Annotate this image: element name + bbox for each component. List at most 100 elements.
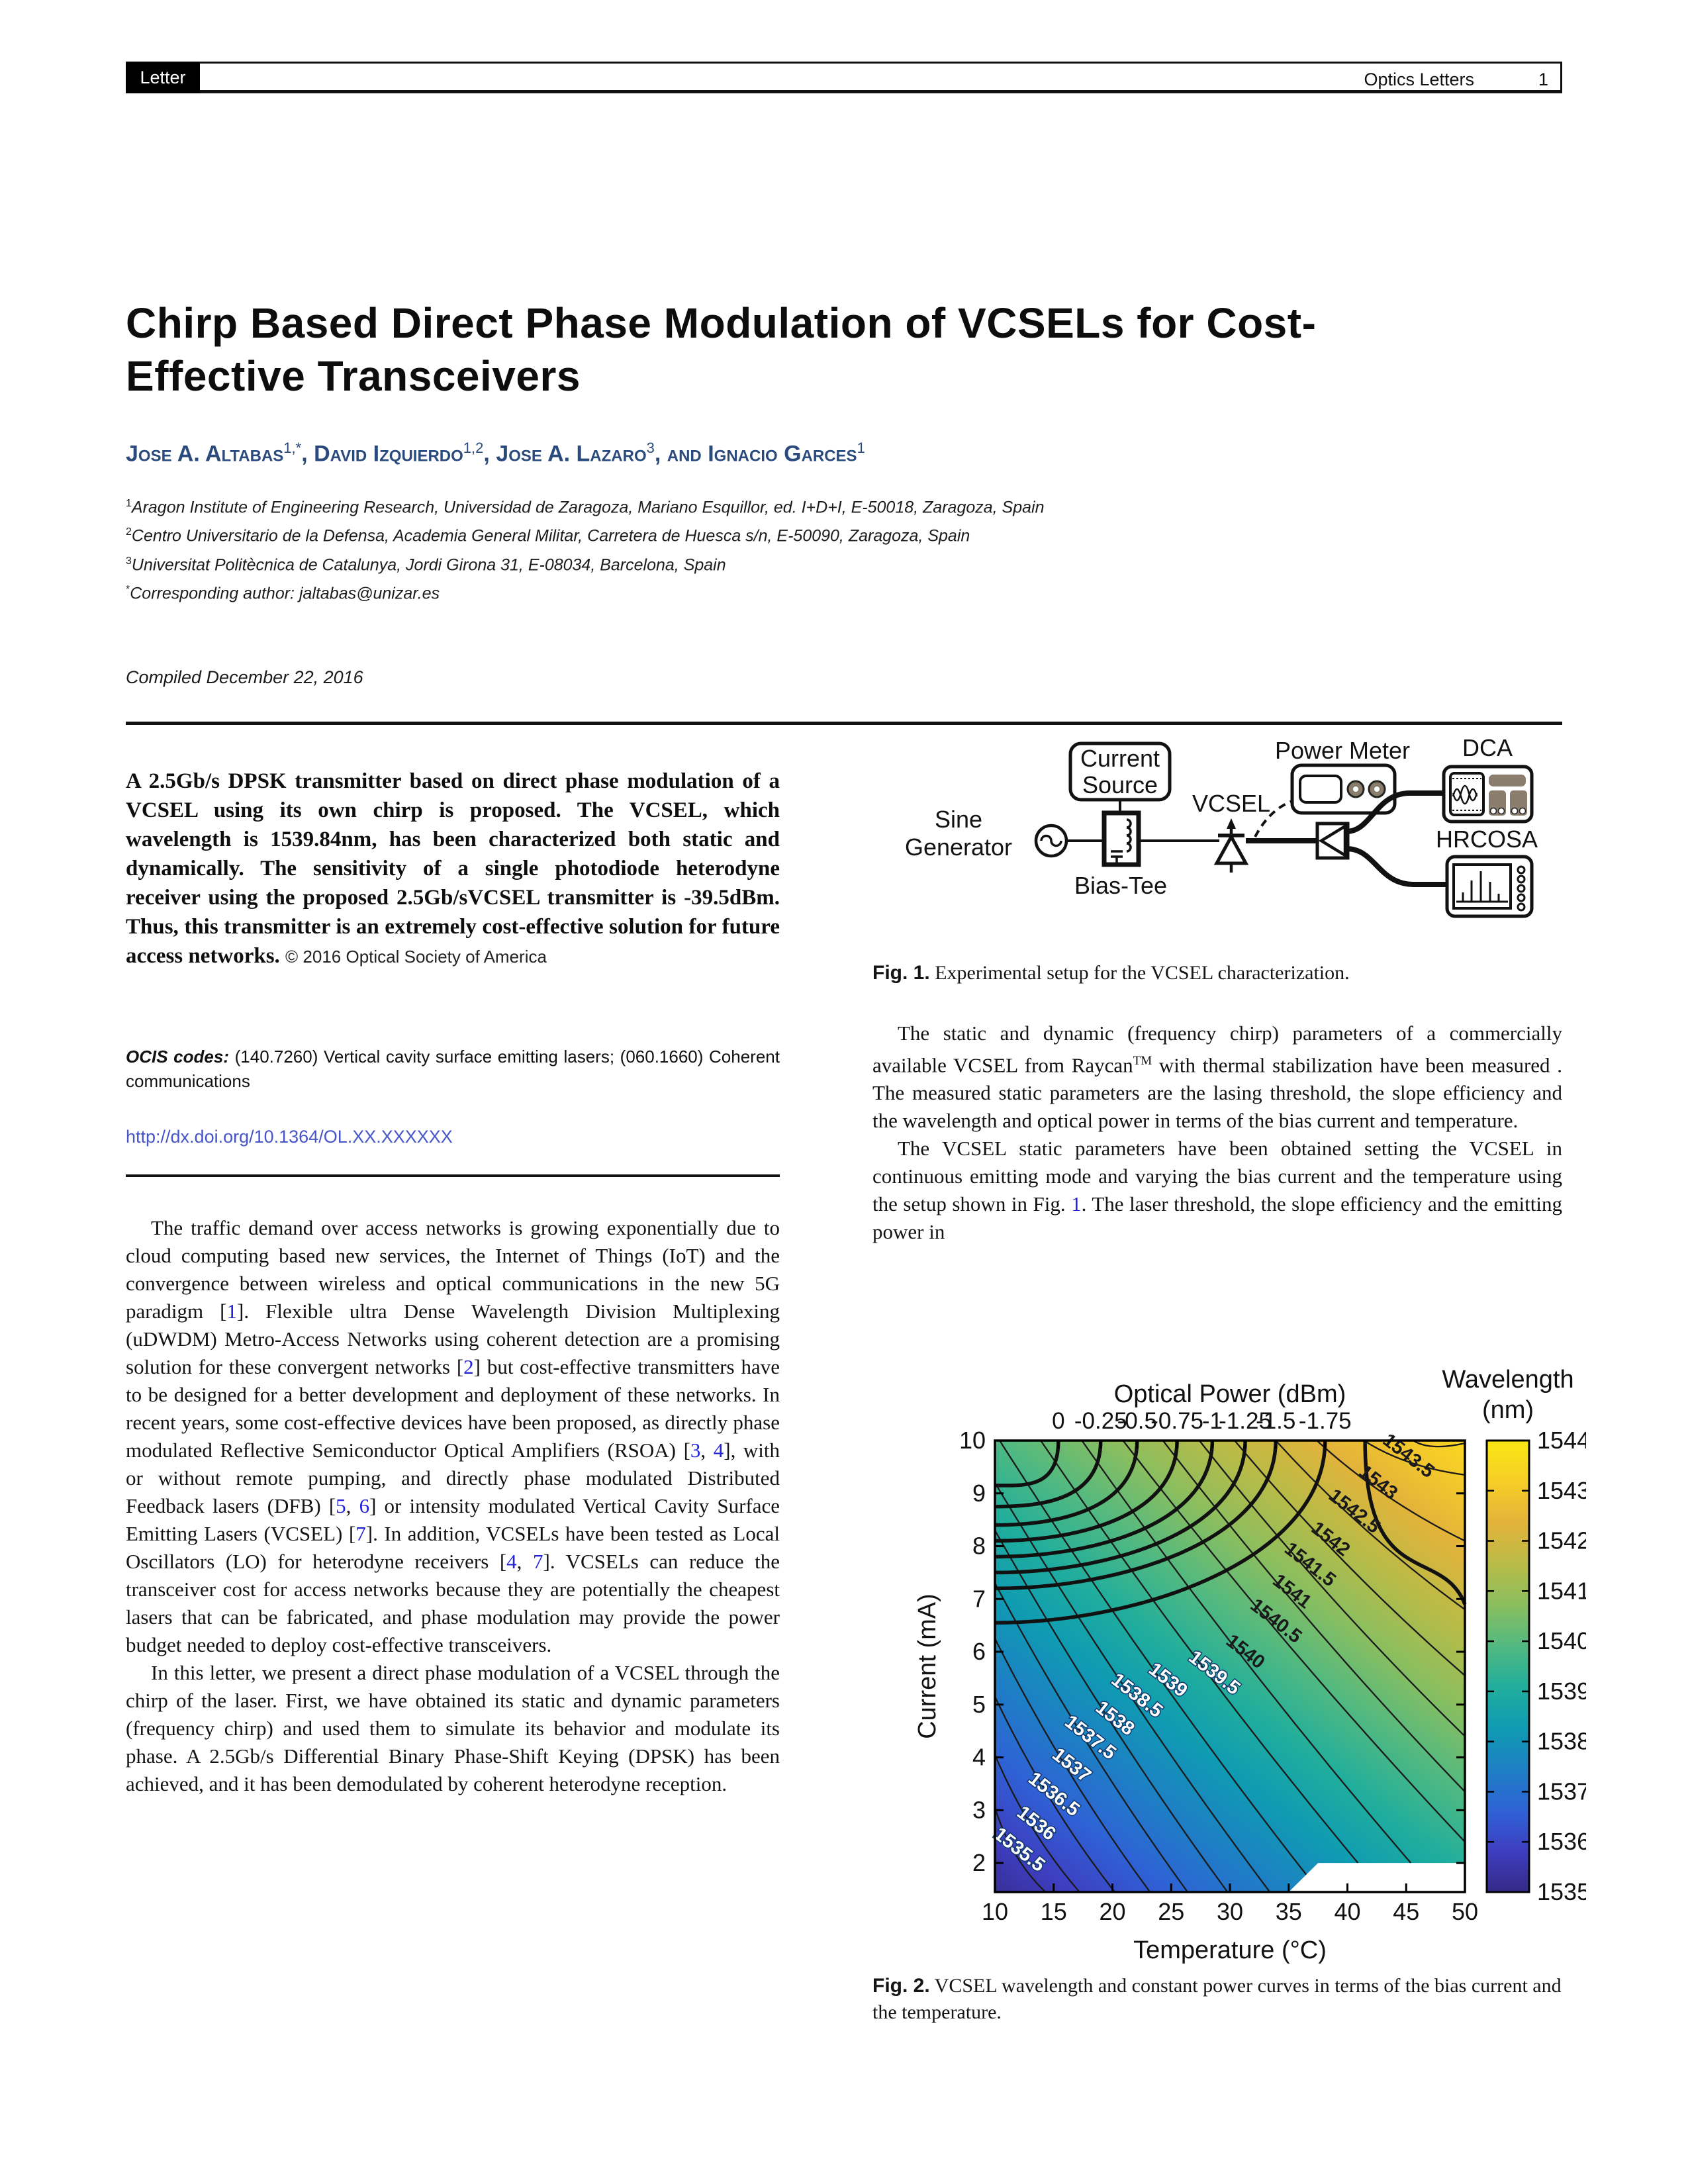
- power-meter-box: [1290, 763, 1397, 815]
- sine-generator-label-2: Generator: [905, 833, 1012, 861]
- wavelength-contour-line: [994, 1754, 1080, 1893]
- wavelength-contour-line: [994, 1530, 1229, 1893]
- hrcosa-box: [1445, 855, 1534, 918]
- reference-link[interactable]: 4: [506, 1550, 517, 1573]
- figure-1-caption-label: Fig. 1.: [872, 962, 930, 984]
- author-separator: ,: [483, 441, 496, 467]
- sine-generator-label: Sine: [935, 806, 982, 833]
- wavelength-contour-chart: 1535.515361536.515371537.515381538.51539…: [914, 1366, 1590, 1964]
- power-tick-label: -1: [1202, 1408, 1223, 1434]
- author-name: Jose A. Altabas: [126, 441, 284, 467]
- power-contour-line: [994, 1440, 1327, 1625]
- paragraph: The static and dynamic (frequency chirp)…: [872, 1021, 1562, 1133]
- wavelength-contour-line: [1040, 1440, 1359, 1864]
- power-contour-line: [994, 1440, 1103, 1509]
- x-axis-title: Temperature (°C): [1133, 1936, 1327, 1964]
- x-tick-label: 10: [982, 1898, 1008, 1925]
- colorbar-tick-label: 1540: [1537, 1627, 1586, 1654]
- reference-link[interactable]: 5: [336, 1494, 346, 1517]
- abstract-block: A 2.5Gb/s DPSK transmitter based on dire…: [126, 767, 780, 971]
- paragraph: The traffic demand over access networks …: [126, 1216, 780, 1656]
- figure-reference-link[interactable]: 1: [1071, 1192, 1082, 1216]
- author-separator: , and: [654, 441, 708, 467]
- power-contour-line: [994, 1440, 1179, 1543]
- y-tick-label: 2: [972, 1849, 986, 1876]
- hrcosa-label: HRCOSA: [1436, 826, 1538, 853]
- body-text-left: The traffic demand over access networks …: [126, 1214, 780, 1798]
- paragraph: In this letter, we present a direct phas…: [126, 1661, 780, 1795]
- abstract-text: A 2.5Gb/s DPSK transmitter based on dire…: [126, 769, 780, 968]
- copyright-notice: © 2016 Optical Society of America: [285, 947, 547, 967]
- x-tick-label: 25: [1158, 1898, 1184, 1925]
- author-affiliation-sup: 1,*: [283, 440, 302, 456]
- wavelength-contour-line: [994, 1482, 1271, 1893]
- reference-link[interactable]: 2: [463, 1355, 474, 1378]
- reference-link[interactable]: 7: [355, 1522, 366, 1545]
- no-data-region: [1288, 1863, 1465, 1892]
- author-line: Jose A. Altabas1,*, David Izquierdo1,2 , …: [126, 440, 1516, 467]
- wavelength-contour-line: [999, 1440, 1309, 1877]
- reference-link[interactable]: 3: [690, 1439, 701, 1462]
- power-tick-label: -0.25: [1074, 1408, 1127, 1434]
- ocis-label: OCIS codes:: [126, 1047, 229, 1067]
- wavelength-contour-line: [994, 1807, 1047, 1893]
- colorbar-tick-label: 1543: [1537, 1477, 1586, 1504]
- current-source-label: Current: [1080, 745, 1160, 772]
- power-contour-line: [994, 1440, 1139, 1527]
- author-name: Jose A. Lazaro: [496, 441, 647, 467]
- x-tick-label: 40: [1334, 1898, 1360, 1925]
- power-tick-label: -0.75: [1150, 1408, 1203, 1434]
- vcsel-label: VCSEL: [1192, 790, 1270, 817]
- paper-title: Chirp Based Direct Phase Modulation of V…: [126, 299, 1317, 400]
- colorbar-tick-label: 1542: [1537, 1527, 1586, 1554]
- wavelength-contour-line: [1122, 1440, 1466, 1843]
- wavelength-contour-line: [1162, 1440, 1466, 1793]
- figure-2-caption-text: VCSEL wavelength and constant power curv…: [872, 1975, 1562, 2023]
- reference-link[interactable]: 6: [359, 1494, 370, 1517]
- power-contour-line: [994, 1440, 1060, 1488]
- affiliations: 1Aragon Institute of Engineering Researc…: [126, 491, 1549, 606]
- divider-rule-column: [126, 1174, 780, 1177]
- figure-1-caption: Fig. 1. Experimental setup for the VCSEL…: [872, 960, 1562, 986]
- wavelength-contour-line: [1081, 1440, 1412, 1864]
- x-tick-label: 45: [1393, 1898, 1419, 1925]
- bias-tee-box: [1102, 810, 1141, 867]
- coupler-splitter-icon: [1315, 822, 1350, 860]
- affiliation-line: 1Aragon Institute of Engineering Researc…: [126, 498, 1045, 517]
- reference-link[interactable]: 4: [713, 1439, 724, 1462]
- experimental-setup-diagram: Sine Generator Current Source: [905, 734, 1538, 918]
- affiliation-line: 3Universitat Politècnica de Catalunya, J…: [126, 555, 726, 574]
- paragraph: The VCSEL static parameters have been ob…: [872, 1137, 1563, 1244]
- colorbar-tick-label: 1538: [1537, 1728, 1586, 1755]
- bias-tee-label: Bias-Tee: [1074, 872, 1167, 899]
- colorbar-tick-label: 1537: [1537, 1778, 1586, 1805]
- doi-link[interactable]: http://dx.doi.org/10.1364/OL.XX.XXXXXX: [126, 1127, 453, 1147]
- wavelength-contour-line: [1363, 1440, 1466, 1476]
- figure-1-caption-text: Experimental setup for the VCSEL charact…: [935, 962, 1350, 984]
- wavelength-contour-line: [1234, 1440, 1466, 1676]
- y-axis-title: Current (mA): [914, 1593, 941, 1739]
- divider-rule-top: [126, 722, 1562, 725]
- top-axis-title: Optical Power (dBm): [1114, 1380, 1346, 1408]
- reference-link[interactable]: 1: [226, 1300, 238, 1323]
- reference-link[interactable]: 7: [533, 1550, 543, 1573]
- wavelength-contour-line: [994, 1638, 1151, 1893]
- power-tick-label: -1.5: [1256, 1408, 1295, 1434]
- header-bar: Letter Optics Letters 1: [126, 62, 1562, 93]
- y-tick-label: 5: [972, 1691, 986, 1718]
- x-tick-label: 50: [1452, 1898, 1478, 1925]
- figure-2-caption: Fig. 2. VCSEL wavelength and constant po…: [872, 1973, 1562, 2026]
- x-tick-label: 15: [1041, 1898, 1067, 1925]
- wavelength-contour-line: [1413, 1440, 1466, 1448]
- wavelength-contour-line: [1316, 1440, 1466, 1542]
- author-separator: ,: [301, 441, 314, 467]
- author-affiliation-sup: 1,2: [463, 440, 484, 456]
- fiber-to-dca: [1346, 790, 1444, 834]
- body-text-right: The static and dynamic (frequency chirp)…: [872, 1020, 1562, 1246]
- y-tick-label: 4: [972, 1744, 986, 1771]
- journal-name: Optics Letters: [1364, 70, 1474, 89]
- author-name: Ignacio Garces: [708, 441, 857, 467]
- affiliation-line: 2Centro Universitario de la Defensa, Aca…: [126, 526, 970, 546]
- wavelength-contour-line: [994, 1696, 1115, 1893]
